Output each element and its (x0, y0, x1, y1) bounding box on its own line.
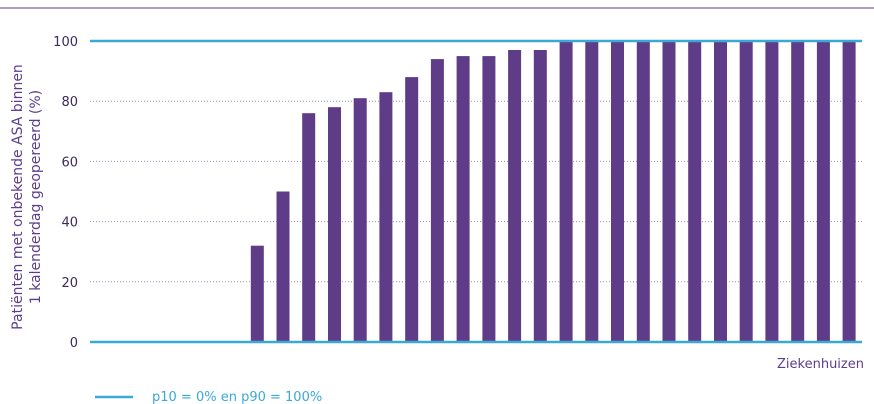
reference-lines (90, 39, 862, 344)
bar-15 (456, 56, 470, 342)
y-axis-title-line2: 1 kalenderdag geopereerd (%) (28, 90, 44, 304)
bar-30 (842, 41, 856, 342)
bar-24 (688, 41, 702, 342)
y-axis-title-line1: Patiënten met onbekende ASA binnen (10, 64, 26, 330)
bars (250, 41, 856, 342)
bar-17 (508, 50, 522, 342)
bar-25 (714, 41, 727, 342)
y-tick-label: 20 (61, 276, 78, 291)
x-axis-title: Ziekenhuizen (777, 357, 864, 372)
bar-9 (302, 113, 316, 342)
bar-19 (559, 41, 573, 342)
bar-7 (250, 245, 264, 342)
y-tick-labels: 0 20 40 60 80 100 (53, 35, 78, 351)
bar-14 (430, 59, 444, 342)
bar-22 (636, 41, 650, 342)
y-tick-label: 80 (61, 95, 78, 110)
bar-27 (765, 41, 779, 342)
legend-label: p10 = 0% en p90 = 100% (152, 390, 322, 404)
bar-20 (585, 41, 599, 342)
bar-13 (405, 77, 419, 342)
bar-21 (611, 41, 624, 342)
y-tick-label: 100 (53, 35, 78, 50)
y-tick-label: 40 (61, 216, 78, 231)
bar-23 (662, 41, 676, 342)
bar-29 (816, 41, 830, 342)
bar-10 (328, 107, 341, 342)
bar-12 (379, 92, 393, 342)
bar-18 (533, 50, 547, 342)
bar-16 (482, 56, 496, 342)
bar-28 (791, 41, 805, 342)
bar-8 (276, 191, 290, 342)
bar-26 (739, 41, 753, 342)
bar-11 (353, 98, 367, 342)
y-tick-label: 60 (61, 155, 78, 170)
y-tick-label: 0 (70, 336, 78, 351)
